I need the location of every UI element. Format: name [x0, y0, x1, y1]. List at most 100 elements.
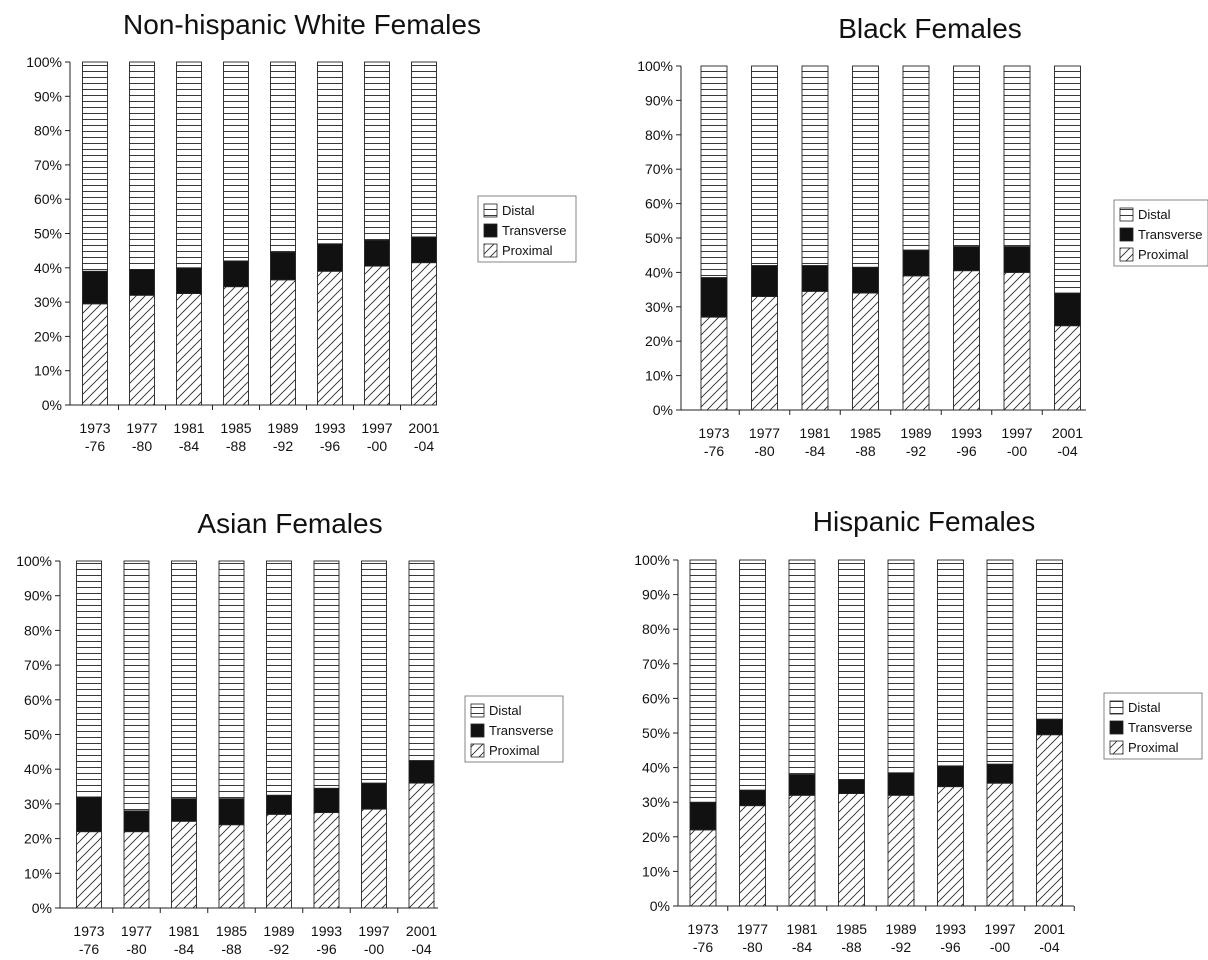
bar-segment-distal: [1054, 65, 1081, 294]
x-tick-label: -76: [693, 939, 713, 955]
bar-segment-transverse: [317, 243, 343, 272]
bar-segment-distal: [82, 61, 108, 272]
legend-swatch-transverse: [483, 223, 498, 238]
bar-segment-proximal: [223, 286, 249, 406]
bar-segment-proximal: [364, 265, 390, 406]
x-tick-label: -04: [1057, 443, 1077, 459]
legend-label: Distal: [502, 203, 535, 218]
x-tick-label: 1989: [267, 420, 298, 436]
bar-segment-proximal: [788, 794, 816, 907]
x-tick-label: 1997: [358, 923, 389, 939]
legend-label: Transverse: [1128, 720, 1193, 735]
x-tick-label: 2001: [1034, 921, 1065, 937]
x-tick-label: 1993: [314, 420, 345, 436]
legend-swatch-proximal: [1109, 740, 1124, 755]
x-tick-label: -80: [132, 438, 152, 454]
bar-segment-distal: [902, 65, 930, 251]
bar-segment-distal: [1003, 65, 1031, 248]
chart-panel: Asian Females 0% 10% 20% 30% 40% 50% 60% 70% 80% 9…: [0, 480, 604, 960]
bar-segment-transverse: [313, 787, 340, 814]
y-tick-label: 50%: [642, 725, 670, 741]
bar-segment-transverse: [82, 270, 108, 305]
bar-segment-proximal: [129, 294, 155, 406]
bar-segment-transverse: [408, 760, 435, 784]
y-tick-label: 80%: [642, 621, 670, 637]
bar-segment-transverse: [171, 798, 197, 822]
bar-segment-distal: [408, 560, 435, 761]
chart-panel: Black Females 0% 10% 20% 30% 40% 50% 60% 70% 80% 9…: [604, 0, 1208, 480]
bar-segment-distal: [76, 560, 102, 798]
y-tick-label: 80%: [34, 123, 62, 139]
y-tick-label: 20%: [642, 829, 670, 845]
x-tick-label: -84: [179, 438, 199, 454]
chart-panel: Non-hispanic White Females 0% 10% 20% 30% 40%…: [0, 0, 604, 480]
y-tick-label: 100%: [634, 552, 670, 568]
bar-segment-proximal: [887, 794, 915, 907]
y-tick-label: 60%: [34, 191, 62, 207]
x-tick-label: 1973: [687, 921, 718, 937]
bar-segment-distal: [801, 65, 829, 266]
x-tick-label: -88: [221, 941, 241, 957]
x-tick-label: 1973: [73, 923, 104, 939]
bar-segment-distal: [317, 61, 343, 245]
y-tick-label: 30%: [645, 299, 673, 315]
legend: Distal Transverse Proximal: [464, 695, 564, 763]
bar-segment-transverse: [176, 267, 202, 294]
x-tick-label: 2001: [408, 420, 439, 436]
y-tick-label: 90%: [645, 92, 673, 108]
legend: Distal Transverse Proximal: [1103, 692, 1203, 760]
bar-segment-proximal: [1003, 271, 1031, 411]
legend-label: Distal: [1128, 700, 1161, 715]
x-tick-label: -88: [855, 443, 875, 459]
x-tick-label: -80: [742, 939, 762, 955]
bar-segment-proximal: [171, 820, 197, 909]
bar-segment-proximal: [411, 262, 437, 406]
bar-segment-distal: [986, 559, 1014, 765]
y-tick-label: 50%: [34, 226, 62, 242]
x-tick-label: -04: [411, 941, 431, 957]
bar-segment-distal: [689, 559, 717, 803]
y-tick-label: 40%: [645, 264, 673, 280]
bar-segment-transverse: [852, 266, 879, 294]
bar-segment-distal: [1036, 559, 1063, 720]
legend-swatch-proximal: [1119, 247, 1134, 262]
y-tick-label: 60%: [24, 692, 52, 708]
x-tick-label: -92: [906, 443, 926, 459]
bar-segment-proximal: [218, 824, 245, 909]
bar-segment-distal: [361, 560, 387, 784]
x-tick-label: 1985: [220, 420, 251, 436]
y-tick-label: 40%: [24, 761, 52, 777]
bar-segment-distal: [364, 61, 390, 241]
y-tick-label: 40%: [642, 760, 670, 776]
x-tick-label: 1977: [126, 420, 157, 436]
x-tick-label: -96: [316, 941, 336, 957]
x-tick-label: 1977: [121, 923, 152, 939]
chart-title: Non-hispanic White Females: [123, 9, 481, 40]
y-tick-label: 70%: [24, 657, 52, 673]
legend-label: Proximal: [502, 243, 553, 258]
x-tick-label: 1985: [836, 921, 867, 937]
bar-segment-proximal: [1036, 734, 1063, 907]
y-tick-label: 70%: [645, 161, 673, 177]
chart-svg: Black Females 0% 10% 20% 30% 40% 50% 60% 70% 80% 9…: [637, 13, 1208, 459]
x-tick-label: -84: [174, 941, 194, 957]
x-tick-label: 2001: [1052, 425, 1083, 441]
bar-segment-proximal: [986, 782, 1014, 907]
legend-swatch-distal: [470, 703, 485, 718]
bar-segment-proximal: [270, 279, 296, 406]
bar-segment-distal: [266, 560, 292, 796]
x-tick-label: -96: [320, 438, 340, 454]
x-tick-label: 1993: [951, 425, 982, 441]
bar-segment-distal: [852, 65, 879, 268]
bar-segment-distal: [411, 61, 437, 238]
bar-segment-distal: [838, 559, 865, 781]
legend-label: Transverse: [1138, 227, 1203, 242]
x-tick-label: 1985: [850, 425, 881, 441]
y-tick-label: 30%: [34, 294, 62, 310]
y-tick-label: 10%: [645, 368, 673, 384]
bar-segment-transverse: [953, 246, 980, 272]
x-tick-label: -80: [754, 443, 774, 459]
y-tick-label: 10%: [642, 863, 670, 879]
bar-segment-transverse: [411, 236, 437, 264]
x-tick-label: -96: [956, 443, 976, 459]
